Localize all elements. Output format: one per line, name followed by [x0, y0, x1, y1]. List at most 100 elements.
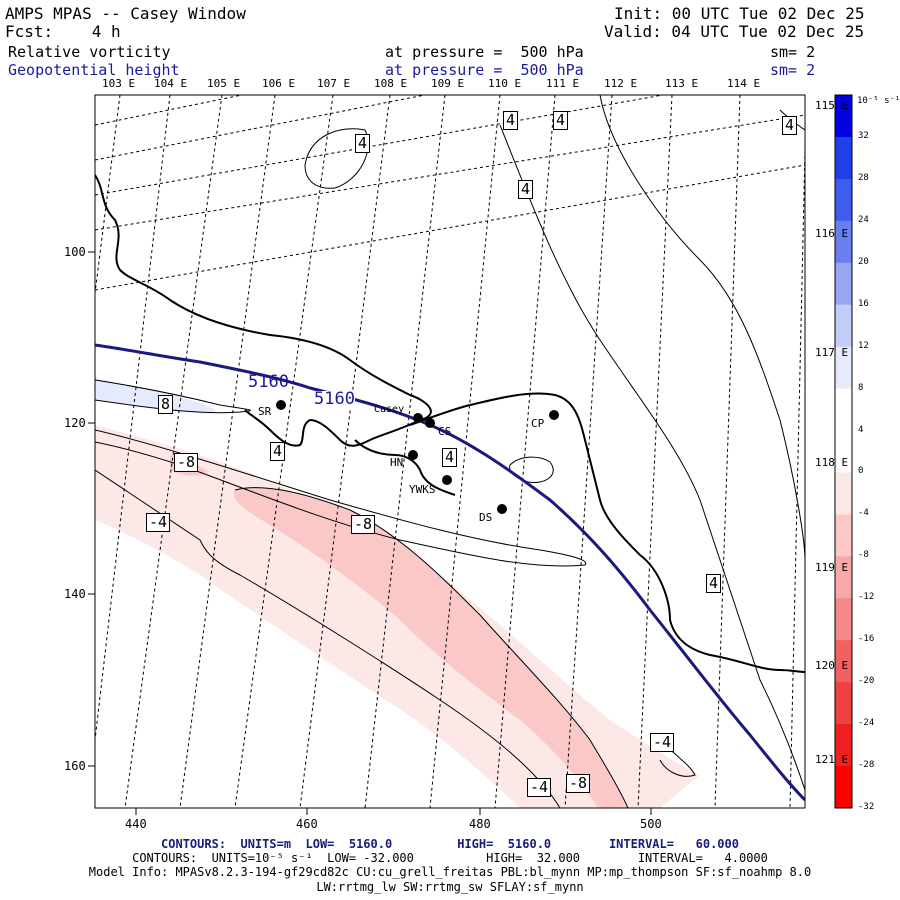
- station-label-ywks: YWKS: [409, 483, 436, 496]
- colorbar-segment: [835, 766, 852, 809]
- station-dot-sr: [276, 400, 286, 410]
- field1-level: at pressure = 500 hPa: [385, 43, 584, 61]
- colorbar-segment: [835, 556, 852, 599]
- field1-smoothing: sm= 2: [770, 43, 816, 61]
- station-dot-casey: [413, 413, 423, 423]
- station-label-casey: Casey: [374, 404, 405, 415]
- forecast-hour: Fcst: 4 h: [5, 22, 121, 41]
- colorbar-frame: [834, 94, 853, 809]
- y-tick-120: 120: [64, 416, 86, 430]
- y-tick-100: 100: [64, 245, 86, 259]
- colorbar-tick-label: 20: [858, 256, 869, 267]
- lon-label-109e: 109 E: [431, 77, 465, 90]
- colorbar-tick-label: -32: [858, 802, 875, 812]
- colorbar-tick-label: 32: [858, 130, 869, 141]
- x-tick-460: 460: [296, 817, 318, 831]
- footer-model-info: Model Info: MPASv8.2.3-194-gf29cd82c CU:…: [88, 865, 812, 879]
- lon-label-119e: 119 E: [815, 561, 849, 574]
- lon-label-120e: 120 E: [815, 659, 849, 672]
- vorticity-label-11: -8: [351, 515, 376, 534]
- field2-name: Geopotential height: [8, 61, 180, 79]
- field2-smoothing: sm= 2: [770, 61, 816, 79]
- lon-label-104e: 104 E: [154, 77, 188, 90]
- colorbar-segment: [835, 472, 852, 515]
- vorticity-label-1: 4: [355, 134, 371, 153]
- colorbar-segment: [835, 262, 852, 306]
- init-time: Init: 00 UTC Tue 02 Dec 25: [614, 4, 865, 23]
- vorticity-label-3: 4: [553, 111, 569, 130]
- vorticity-label-12: 4: [706, 574, 722, 593]
- lon-label-103e: 103 E: [102, 77, 136, 90]
- lon-label-105e: 105 E: [207, 77, 241, 90]
- colorbar-tick-label: -28: [858, 760, 875, 771]
- station-label-sr: SR: [258, 405, 272, 418]
- station-dot-hn: [408, 450, 418, 460]
- colorbar-tick-label: -16: [858, 634, 875, 645]
- colorbar-segment: [835, 178, 852, 222]
- colorbar-segment: [835, 640, 852, 683]
- lon-label-114e: 114 E: [727, 77, 761, 90]
- x-tick-440: 440: [125, 817, 147, 831]
- colorbar-tick-label: 16: [858, 298, 869, 309]
- lon-label-115e: 115 E: [815, 99, 849, 112]
- plot-title: AMPS MPAS -- Casey Window: [5, 4, 246, 23]
- colorbar-segment: [835, 388, 852, 432]
- colorbar-segment: [835, 220, 852, 264]
- colorbar-tick-label: 4: [858, 424, 864, 435]
- height-contour-label-2: 5160: [314, 389, 355, 409]
- lon-label-118e: 118 E: [815, 456, 849, 469]
- vorticity-label-13: -4: [650, 733, 675, 752]
- station-label-cp: CP: [531, 417, 545, 430]
- plot-frame: [94, 94, 806, 809]
- x-tick-500: 500: [640, 817, 662, 831]
- colorbar-tick-label: -24: [858, 718, 875, 729]
- station-label-cs: CS: [438, 425, 452, 438]
- colorbar-tick-label: 0: [858, 466, 864, 477]
- station-dot-cs: [425, 418, 435, 428]
- vorticity-label-15: -8: [566, 774, 591, 793]
- colorbar-tick-label: -20: [858, 676, 875, 687]
- lon-label-111e: 111 E: [546, 77, 580, 90]
- station-dot-cp: [549, 410, 559, 420]
- vorticity-label-8: 8: [158, 395, 174, 414]
- y-tick-160: 160: [64, 759, 86, 773]
- colorbar-tick-label: 8: [858, 382, 864, 393]
- colorbar-segment: [835, 430, 852, 473]
- vorticity-label-4: 4: [782, 116, 798, 135]
- colorbar-tick-label: 28: [858, 172, 869, 183]
- colorbar-tick-label: -8: [858, 550, 869, 561]
- colorbar-tick-label: -4: [858, 508, 869, 519]
- colorbar-segment: [835, 95, 852, 138]
- colorbar-segment: [835, 346, 852, 390]
- vorticity-label-2: 4: [503, 111, 519, 130]
- negative-vorticity-core: [234, 487, 628, 808]
- lon-label-117e: 117 E: [815, 346, 849, 359]
- colorbar-segment: [835, 136, 852, 180]
- footer-physics-info: LW:rrtmg_lw SW:rrtmg_sw SFLAY:sf_mynn: [316, 880, 584, 894]
- lon-label-106e: 106 E: [262, 77, 296, 90]
- y-tick-140: 140: [64, 587, 86, 601]
- lon-label-116e: 116 E: [815, 227, 849, 240]
- vorticity-label-6: 4: [270, 442, 286, 461]
- field2-level: at pressure = 500 hPa: [385, 61, 584, 79]
- colorbar-tick-label: 24: [858, 214, 869, 225]
- footer-height-contours: CONTOURS: UNITS=m LOW= 5160.0 HIGH= 5160…: [161, 837, 739, 851]
- colorbar-tick-label: -12: [858, 592, 875, 603]
- colorbar-segment: [835, 682, 852, 725]
- positive-vorticity-patch: [95, 378, 216, 414]
- footer-vorticity-contours: CONTOURS: UNITS=10⁻⁵ s⁻¹ LOW= -32.000 HI…: [132, 851, 768, 865]
- field1-name: Relative vorticity: [8, 43, 171, 61]
- colorbar-unit: 10⁻⁵ s⁻¹: [857, 96, 900, 106]
- lon-label-110e: 110 E: [488, 77, 522, 90]
- x-tick-480: 480: [469, 817, 491, 831]
- lon-label-113e: 113 E: [665, 77, 699, 90]
- colorbar-segment: [835, 598, 852, 641]
- valid-time: Valid: 04 UTC Tue 02 Dec 25: [604, 22, 865, 41]
- vorticity-label-9: -8: [174, 453, 199, 472]
- colorbar-segment: [835, 724, 852, 767]
- coastline: [95, 174, 805, 673]
- station-label-ds: DS: [479, 511, 493, 524]
- colorbar-segment: [835, 304, 852, 348]
- lon-label-107e: 107 E: [317, 77, 351, 90]
- lon-label-112e: 112 E: [604, 77, 638, 90]
